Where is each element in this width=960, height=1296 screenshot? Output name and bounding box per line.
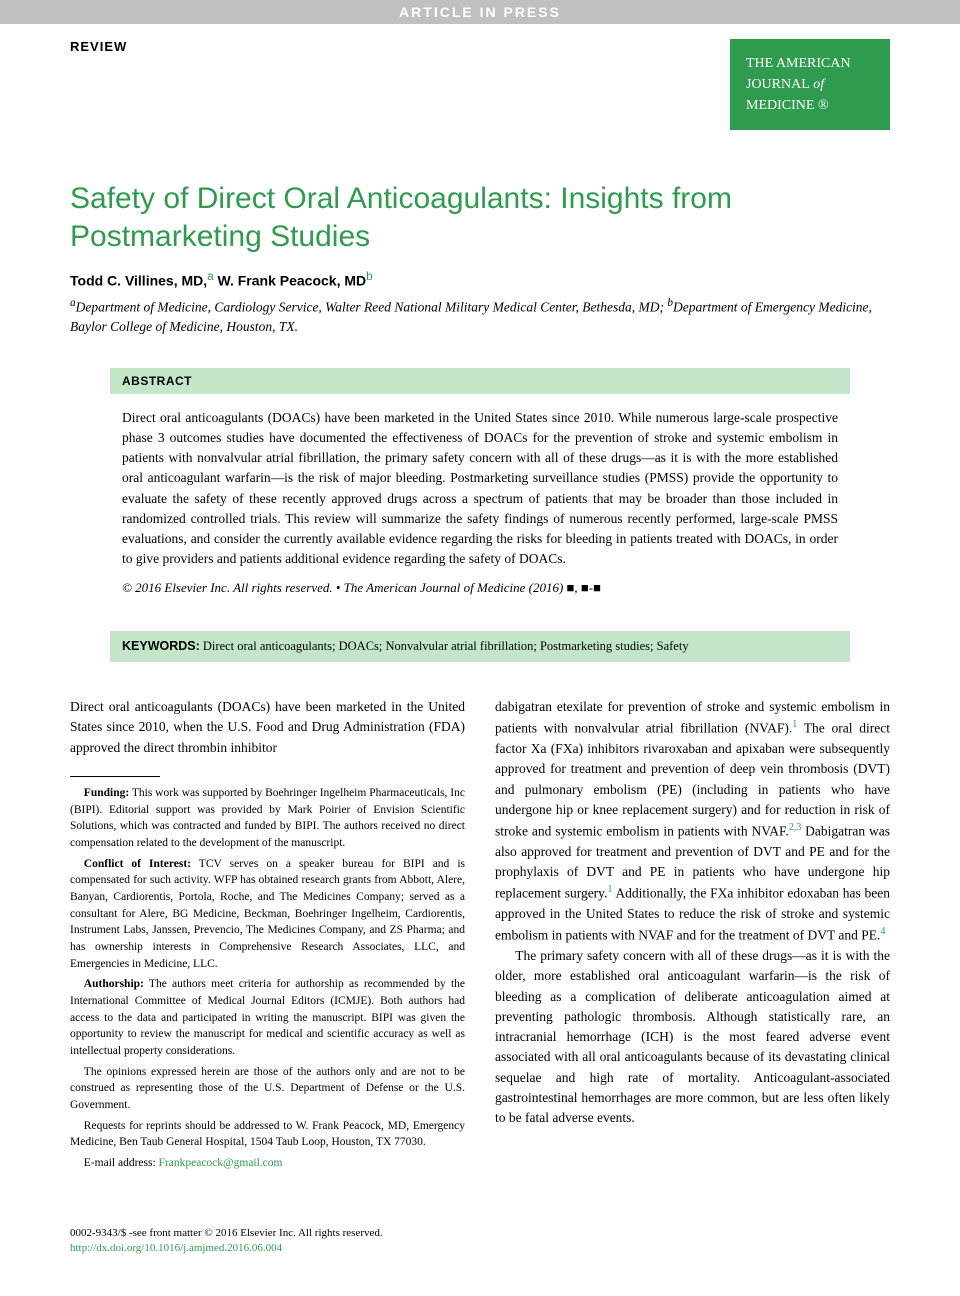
header-row: REVIEW THE AMERICAN JOURNAL of MEDICINE … xyxy=(70,39,890,130)
footer-line1: 0002-9343/$ -see front matter © 2016 Els… xyxy=(70,1226,890,1241)
conflict-label: Conflict of Interest: xyxy=(84,858,191,870)
registered-icon: ® xyxy=(818,98,829,113)
journal-line3: MEDICINE xyxy=(746,98,814,113)
review-label: REVIEW xyxy=(70,39,127,54)
funding-text: This work was supported by Boehringer In… xyxy=(70,787,465,849)
abstract-box: ABSTRACT Direct oral anticoagulants (DOA… xyxy=(110,368,850,612)
footnotes: Funding: This work was supported by Boeh… xyxy=(70,785,465,1172)
right-para-2: The primary safety concern with all of t… xyxy=(495,946,890,1128)
footnote-rule xyxy=(70,776,160,777)
ref-2-3[interactable]: 2,3 xyxy=(789,822,802,833)
author-1-affil-sup: a xyxy=(207,270,213,283)
article-in-press-banner: ARTICLE IN PRESS xyxy=(0,0,960,24)
abstract-header: ABSTRACT xyxy=(110,368,850,394)
article-title: Safety of Direct Oral Anticoagulants: In… xyxy=(70,180,890,255)
intro-paragraph: Direct oral anticoagulants (DOACs) have … xyxy=(70,697,465,758)
abstract-body: Direct oral anticoagulants (DOACs) have … xyxy=(110,394,850,612)
funding-label: Funding: xyxy=(84,787,129,799)
keywords-label: KEYWORDS: xyxy=(122,639,200,653)
email-link[interactable]: Frankpeacock@gmail.com xyxy=(159,1157,283,1169)
author-1: Todd C. Villines, MD, xyxy=(70,273,207,289)
abstract-copyright: © 2016 Elsevier Inc. All rights reserved… xyxy=(122,578,838,598)
keywords-box: KEYWORDS: Direct oral anticoagulants; DO… xyxy=(110,631,850,662)
right-para-1: dabigatran etexilate for prevention of s… xyxy=(495,697,890,946)
author-2-affil-sup: b xyxy=(366,270,372,283)
email-label: E-mail address: xyxy=(84,1157,159,1169)
author-2: W. Frank Peacock, MD xyxy=(218,273,367,289)
abstract-text: Direct oral anticoagulants (DOACs) have … xyxy=(122,410,838,567)
rp1-b: The oral direct factor Xa (FXa) inhibito… xyxy=(495,721,890,839)
keywords-text: Direct oral anticoagulants; DOACs; Nonva… xyxy=(203,639,689,653)
page-footer: 0002-9343/$ -see front matter © 2016 Els… xyxy=(70,1226,890,1257)
affiliations: aDepartment of Medicine, Cardiology Serv… xyxy=(70,295,890,338)
authorship-label: Authorship: xyxy=(84,978,144,990)
affil-a-text: Department of Medicine, Cardiology Servi… xyxy=(76,299,664,314)
opinions-text: The opinions expressed herein are those … xyxy=(70,1064,465,1114)
right-column: dabigatran etexilate for prevention of s… xyxy=(495,697,890,1176)
authors-line: Todd C. Villines, MD,a W. Frank Peacock,… xyxy=(70,270,890,289)
journal-badge: THE AMERICAN JOURNAL of MEDICINE ® xyxy=(730,39,890,130)
body-columns: Direct oral anticoagulants (DOACs) have … xyxy=(70,697,890,1176)
journal-line1: THE AMERICAN xyxy=(746,56,851,71)
journal-line2a: JOURNAL xyxy=(746,77,810,92)
doi-link[interactable]: http://dx.doi.org/10.1016/j.amjmed.2016.… xyxy=(70,1242,282,1254)
journal-line2b: of xyxy=(813,77,824,92)
left-column: Direct oral anticoagulants (DOACs) have … xyxy=(70,697,465,1176)
reprints-text: Requests for reprints should be addresse… xyxy=(70,1118,465,1151)
ref-4[interactable]: 4 xyxy=(880,926,885,937)
conflict-text: TCV serves on a speaker bureau for BIPI … xyxy=(70,858,465,970)
